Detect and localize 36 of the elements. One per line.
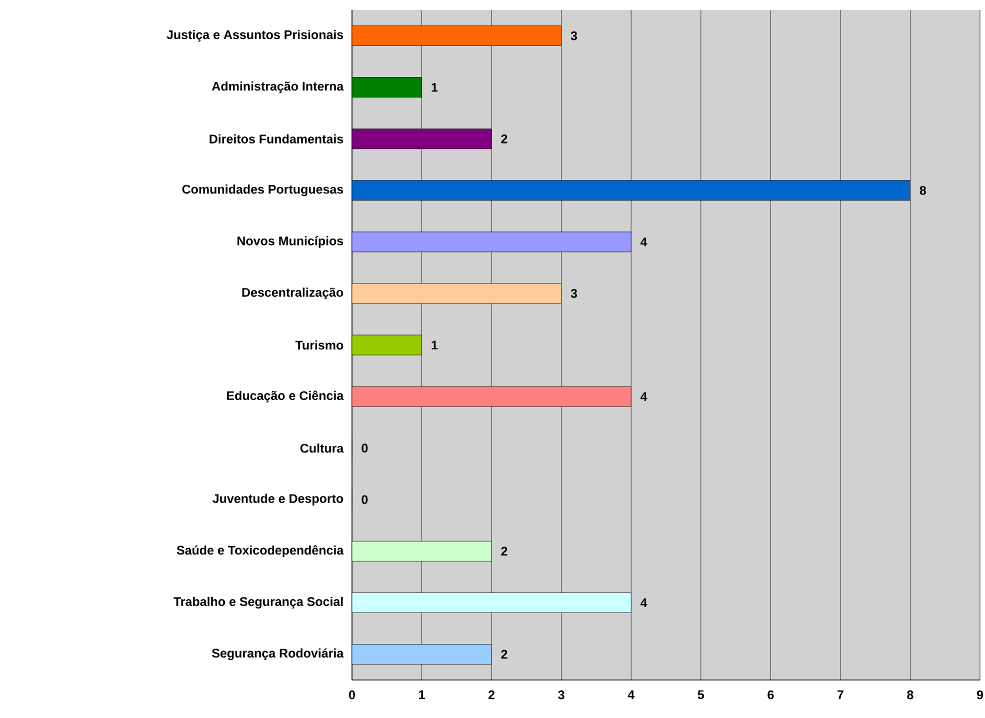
data-label: 8 — [920, 186, 926, 195]
y-tick-label: Segurança Rodoviária — [212, 648, 344, 660]
data-label: 0 — [362, 495, 368, 504]
data-label: 4 — [640, 238, 648, 246]
data-label: 2 — [501, 546, 508, 556]
y-tick-label: Novos Municípios — [238, 236, 344, 248]
x-tick-label: 5 — [698, 690, 704, 700]
y-tick-label: Educação e Ciência — [227, 390, 344, 402]
y-tick-label: Turismo — [295, 340, 344, 350]
y-tick-label: Cultura — [300, 443, 344, 453]
x-tick-label: 6 — [768, 690, 774, 700]
data-label: 3 — [570, 289, 578, 298]
y-tick-label: Juventude e Desporto — [212, 494, 344, 506]
data-label: 2 — [501, 650, 508, 659]
y-tick-label: Trabalho e Segurança Social — [174, 596, 343, 609]
y-tick-label: Saúde e Toxicodependência — [176, 545, 344, 558]
y-tick-label: Comunidades Portuguesas — [182, 184, 344, 196]
x-tick-label: 8 — [907, 690, 914, 700]
x-tick-label: 9 — [976, 690, 984, 700]
y-tick-label: Descentralização — [242, 288, 344, 300]
data-label: 1 — [432, 83, 438, 92]
data-label: 4 — [640, 392, 648, 401]
x-tick-label: 0 — [349, 690, 355, 700]
x-tick-label: 7 — [838, 690, 844, 699]
data-label: 0 — [362, 444, 368, 453]
data-label: 4 — [640, 598, 648, 607]
x-tick-label: 4 — [628, 690, 635, 699]
y-tick-label: Administração Interna — [212, 81, 344, 94]
x-tick-label: 1 — [419, 690, 425, 699]
y-tick-label: Justiça e Assuntos Prisionais — [166, 30, 344, 42]
data-label: 2 — [501, 134, 508, 144]
x-tick-label: 3 — [558, 690, 564, 700]
data-label: 1 — [432, 340, 438, 350]
x-tick-label: 2 — [488, 690, 495, 700]
y-tick-label: Direitos Fundamentais — [210, 134, 344, 144]
data-label: 3 — [570, 31, 578, 40]
